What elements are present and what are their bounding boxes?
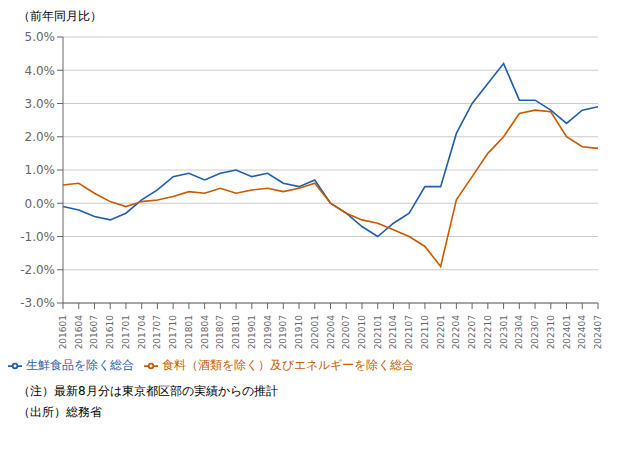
- svg-text:202307: 202307: [530, 315, 540, 349]
- svg-text:202001: 202001: [310, 315, 320, 349]
- svg-text:4.0%: 4.0%: [25, 64, 56, 78]
- svg-text:201804: 201804: [200, 315, 210, 350]
- html-text:食料（酒類を除く）及びエネルギーを除く総合: 食料（酒類を除く）及びエネルギーを除く総合: [162, 358, 414, 372]
- svg-text:0.0%: 0.0%: [25, 197, 56, 211]
- svg-text:202401: 202401: [562, 315, 572, 349]
- svg-text:201610: 201610: [105, 315, 115, 350]
- svg-text:202204: 202204: [451, 315, 461, 350]
- svg-text:201707: 201707: [152, 315, 162, 349]
- svg-text:201701: 201701: [121, 315, 131, 349]
- svg-text:202010: 202010: [357, 315, 367, 350]
- html-text:生鮮食品を除く総合: 生鮮食品を除く総合: [26, 358, 134, 372]
- svg-text:202107: 202107: [404, 315, 414, 349]
- svg-text:202007: 202007: [341, 315, 351, 349]
- svg-text:201710: 201710: [168, 315, 178, 350]
- svg-text:202110: 202110: [420, 315, 430, 350]
- svg-text:202104: 202104: [388, 315, 398, 350]
- svg-text:202407: 202407: [593, 315, 603, 349]
- svg-text:202101: 202101: [373, 315, 383, 349]
- svg-text:-1.0%: -1.0%: [20, 230, 55, 244]
- svg-text:2.0%: 2.0%: [25, 130, 56, 144]
- svg-text:-3.0%: -3.0%: [20, 296, 55, 310]
- svg-text:202207: 202207: [467, 315, 477, 349]
- html-text:（注）最新8月分は東京都区部の実績からの推計: （注）最新8月分は東京都区部の実績からの推計: [18, 384, 278, 398]
- svg-text:201601: 201601: [58, 315, 68, 349]
- svg-text:-2.0%: -2.0%: [20, 263, 55, 277]
- svg-text:202201: 202201: [436, 315, 446, 349]
- svg-text:201901: 201901: [247, 315, 257, 349]
- svg-text:201807: 201807: [215, 315, 225, 349]
- svg-text:202404: 202404: [577, 315, 587, 350]
- svg-text:201604: 201604: [74, 315, 84, 350]
- svg-text:3.0%: 3.0%: [25, 97, 56, 111]
- html-text:（前年同月比）: （前年同月比）: [18, 9, 102, 23]
- svg-text:201907: 201907: [278, 315, 288, 349]
- svg-text:201904: 201904: [263, 315, 273, 350]
- svg-text:5.0%: 5.0%: [25, 30, 56, 44]
- svg-text:202004: 202004: [326, 315, 336, 350]
- svg-text:201810: 201810: [231, 315, 241, 350]
- svg-text:201704: 201704: [137, 315, 147, 350]
- svg-text:201607: 201607: [89, 315, 99, 349]
- svg-text:201801: 201801: [184, 315, 194, 349]
- svg-text:202210: 202210: [483, 315, 493, 350]
- svg-text:1.0%: 1.0%: [25, 163, 56, 177]
- svg-text:202301: 202301: [499, 315, 509, 349]
- svg-text:202310: 202310: [546, 315, 556, 350]
- html-text:（出所）総務省: （出所）総務省: [18, 405, 102, 419]
- svg-text:201910: 201910: [294, 315, 304, 350]
- svg-text:202304: 202304: [514, 315, 524, 350]
